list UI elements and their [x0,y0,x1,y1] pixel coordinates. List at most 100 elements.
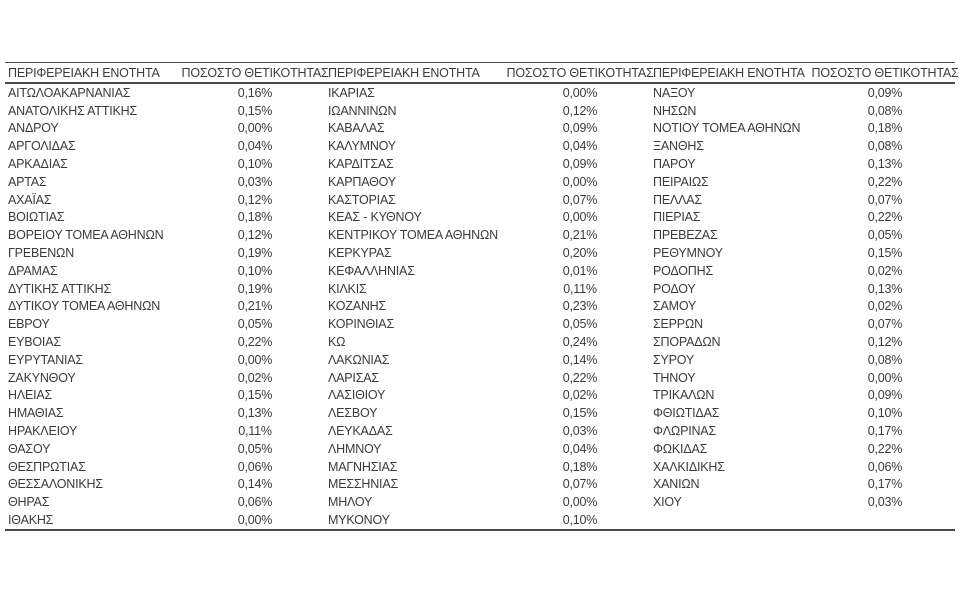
positivity-value-cell: 0,02% [867,299,903,314]
positivity-value-cell: 0,14% [562,352,598,367]
region-name-cell: ΛΑΡΙΣΑΣ [328,370,379,385]
positivity-value-cell: 0,06% [237,459,273,474]
positivity-value-cell: 0,12% [237,228,273,243]
positivity-value-cell: 0,18% [237,210,273,225]
positivity-value-cell: 0,00% [867,370,903,385]
positivity-column-header: ΠΟΣΟΣΤΟ ΘΕΤΙΚΟΤΗΤΑΣ [507,63,654,84]
positivity-value-cell: 0,00% [562,85,598,100]
region-name-cell: ΛΗΜΝΟΥ [328,441,382,456]
region-name-cell: ΣΥΡΟΥ [653,352,695,367]
region-name-cell: ΦΛΩΡΙΝΑΣ [653,424,716,439]
positivity-value-cell: 0,20% [562,246,598,261]
region-name-cell: ΙΩΑΝΝΙΝΩΝ [328,103,397,118]
positivity-value-cell: 0,07% [867,192,903,207]
positivity-value-cell: 0,06% [867,459,903,474]
region-name-cell: ΕΒΡΟΥ [8,317,50,332]
positivity-column-header: ΠΟΣΟΣΤΟ ΘΕΤΙΚΟΤΗΤΑΣ [812,63,959,84]
region-name-cell: ΖΑΚΥΝΘΟΥ [8,370,76,385]
region-name-cell: ΚΕΡΚΥΡΑΣ [328,246,392,261]
region-name-cell: ΠΕΙΡΑΙΩΣ [653,174,709,189]
positivity-value-cell: 0,00% [237,121,273,136]
region-name-cell [650,511,815,529]
positivity-value-cell: 0,15% [867,246,903,261]
region-name-cell: ΠΡΕΒΕΖΑΣ [653,228,718,243]
region-name-cell: ΚΙΛΚΙΣ [328,281,367,296]
positivity-value-cell: 0,21% [237,299,273,314]
positivity-value-cell: 0,07% [867,317,903,332]
positivity-value-cell: 0,12% [867,335,903,350]
region-name-cell: ΠΕΛΛΑΣ [653,192,702,207]
region-name-cell: ΡΟΔΟΠΗΣ [653,263,713,278]
region-name-cell: ΠΑΡΟΥ [653,157,696,172]
region-name-cell: ΚΩ [328,335,346,350]
region-name-cell: ΜΑΓΝΗΣΙΑΣ [328,459,398,474]
region-name-cell: ΛΕΥΚΑΔΑΣ [328,424,393,439]
region-name-cell: ΡΟΔΟΥ [653,281,696,296]
region-name-cell: ΞΑΝΘΗΣ [653,139,704,154]
region-name-cell: ΜΕΣΣΗΝΙΑΣ [328,477,398,492]
region-name-cell: ΝΗΣΩΝ [653,103,697,118]
region-name-cell: ΑΙΤΩΛΟΑΚΑΡΝΑΝΙΑΣ [8,85,131,100]
region-name-cell: ΚΟΡΙΝΘΙΑΣ [328,317,394,332]
region-name-cell: ΙΘΑΚΗΣ [8,513,54,528]
positivity-value-cell: 0,23% [562,299,598,314]
region-name-cell: ΚΟΖΑΝΗΣ [328,299,387,314]
positivity-value-cell: 0,19% [237,246,273,261]
region-name-cell: ΜΥΚΟΝΟΥ [328,513,390,528]
region-name-cell: ΑΡΓΟΛΙΔΑΣ [8,139,76,154]
region-name-cell: ΚΑΒΑΛΑΣ [328,121,385,136]
region-name-cell: ΑΡΚΑΔΙΑΣ [8,157,68,172]
region-name-cell: ΘΕΣΣΑΛΟΝΙΚΗΣ [8,477,103,492]
region-name-cell: ΗΡΑΚΛΕΙΟΥ [8,424,78,439]
region-name-cell: ΧΑΛΚΙΔΙΚΗΣ [653,459,725,474]
region-name-cell: ΘΗΡΑΣ [8,495,50,510]
positivity-value-cell: 0,18% [867,121,903,136]
positivity-value-cell: 0,11% [238,424,272,439]
region-name-cell: ΧΙΟΥ [653,495,682,510]
positivity-value-cell: 0,13% [237,406,273,421]
positivity-table: ΠΕΡΙΦΕΡΕΙΑΚΗ ΕΝΟΤΗΤΑ ΠΟΣΟΣΤΟ ΘΕΤΙΚΟΤΗΤΑΣ Π… [5,62,959,531]
region-name-cell: ΜΗΛΟΥ [328,495,373,510]
region-name-cell: ΝΑΞΟΥ [653,85,696,100]
region-name-cell: ΣΑΜΟΥ [653,299,697,314]
region-name-cell: ΑΝΑΤΟΛΙΚΗΣ ΑΤΤΙΚΗΣ [8,103,138,118]
region-name-cell: ΑΝΔΡΟΥ [8,121,59,136]
positivity-value-cell: 0,06% [237,495,273,510]
positivity-value-cell: 0,17% [867,424,903,439]
positivity-value-cell: 0,17% [867,477,903,492]
positivity-value-cell: 0,22% [562,370,598,385]
region-name-cell: ΔΥΤΙΚΟΥ ΤΟΜΕΑ ΑΘΗΝΩΝ [8,299,161,314]
region-name-cell: ΦΘΙΩΤΙΔΑΣ [653,406,720,421]
positivity-value-cell: 0,15% [237,103,273,118]
positivity-value-cell: 0,13% [867,281,903,296]
region-name-cell: ΦΩΚΙΔΑΣ [653,441,708,456]
region-name-cell: ΤΗΝΟΥ [653,370,696,385]
positivity-value-cell: 0,00% [562,210,598,225]
region-name-cell: ΔΡΑΜΑΣ [8,263,58,278]
positivity-value-cell: 0,08% [867,103,903,118]
region-name-cell: ΛΕΣΒΟΥ [328,406,378,421]
positivity-value-cell: 0,07% [562,477,598,492]
positivity-value-cell [815,511,955,529]
region-name-cell: ΛΑΚΩΝΙΑΣ [328,352,390,367]
region-column-header: ΠΕΡΙΦΕΡΕΙΑΚΗ ΕΝΟΤΗΤΑ [650,63,815,84]
positivity-value-cell: 0,03% [562,424,598,439]
positivity-value-cell: 0,04% [562,139,598,154]
positivity-value-cell: 0,18% [562,459,598,474]
region-name-cell: ΚΑΡΠΑΘΟΥ [328,174,396,189]
positivity-value-cell: 0,16% [237,85,273,100]
region-name-cell: ΚΑΡΔΙΤΣΑΣ [328,157,394,172]
region-name-cell: ΔΥΤΙΚΗΣ ΑΤΤΙΚΗΣ [8,281,111,296]
positivity-value-cell: 0,15% [237,388,273,403]
positivity-value-cell: 0,11% [563,281,597,296]
positivity-value-cell: 0,10% [237,263,273,278]
region-name-cell: ΗΛΕΙΑΣ [8,388,53,403]
region-name-cell: ΠΙΕΡΙΑΣ [653,210,701,225]
region-name-cell: ΒΟΡΕΙΟΥ ΤΟΜΕΑ ΑΘΗΝΩΝ [8,228,164,243]
positivity-value-cell: 0,00% [237,352,273,367]
positivity-value-cell: 0,07% [562,192,598,207]
positivity-value-cell: 0,05% [237,441,273,456]
positivity-value-cell: 0,05% [562,317,598,332]
region-name-cell: ΙΚΑΡΙΑΣ [328,85,375,100]
region-name-cell: ΗΜΑΘΙΑΣ [8,406,64,421]
